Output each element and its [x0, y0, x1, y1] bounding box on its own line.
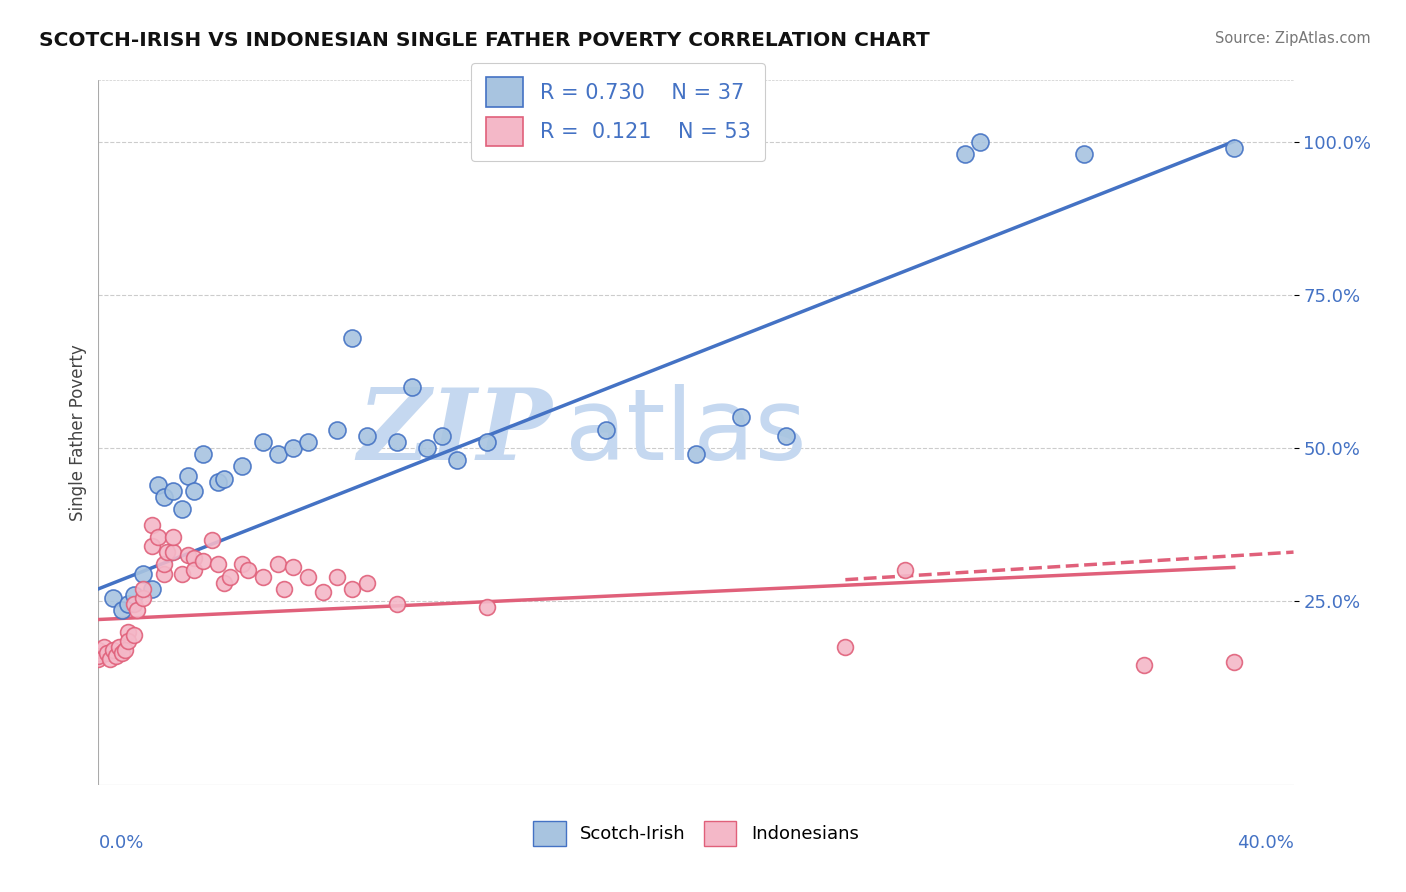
Point — [273, 582, 295, 596]
Y-axis label: Single Father Poverty: Single Father Poverty — [69, 344, 87, 521]
Point — [172, 566, 194, 581]
Point — [87, 646, 110, 660]
Point — [834, 640, 856, 654]
Point — [326, 569, 349, 583]
Point — [297, 569, 319, 583]
Point — [207, 475, 229, 489]
Point — [177, 548, 200, 562]
Point — [148, 530, 170, 544]
Point — [385, 597, 409, 611]
Point — [475, 434, 498, 449]
Point — [124, 628, 146, 642]
Point — [183, 483, 205, 498]
Text: 40.0%: 40.0% — [1237, 834, 1294, 852]
Point — [162, 530, 184, 544]
Point — [685, 447, 707, 461]
Point — [311, 585, 333, 599]
Point — [153, 566, 176, 581]
Point — [153, 490, 176, 504]
Point — [191, 447, 214, 461]
Point — [103, 643, 125, 657]
Point — [1073, 146, 1095, 161]
Text: 0.0%: 0.0% — [98, 834, 143, 852]
Point — [212, 575, 235, 590]
Point — [111, 603, 134, 617]
Point — [172, 502, 194, 516]
Point — [108, 640, 131, 654]
Point — [87, 649, 110, 664]
Point — [281, 441, 304, 455]
Point — [117, 634, 139, 648]
Text: Source: ZipAtlas.com: Source: ZipAtlas.com — [1215, 31, 1371, 46]
Point — [114, 643, 136, 657]
Point — [183, 564, 205, 578]
Point — [236, 564, 259, 578]
Point — [953, 146, 976, 161]
Point — [730, 410, 752, 425]
Point — [430, 428, 453, 442]
Point — [219, 569, 242, 583]
Point — [775, 428, 797, 442]
Point — [267, 558, 290, 572]
Point — [207, 558, 229, 572]
Legend: R = 0.730    N = 37, R =  0.121    N = 53: R = 0.730 N = 37, R = 0.121 N = 53 — [471, 62, 765, 161]
Point — [162, 545, 184, 559]
Point — [1223, 656, 1246, 670]
Point — [87, 652, 110, 666]
Point — [595, 423, 617, 437]
Point — [132, 566, 155, 581]
Point — [93, 640, 115, 654]
Point — [153, 558, 176, 572]
Point — [117, 624, 139, 639]
Point — [1223, 141, 1246, 155]
Point — [132, 582, 155, 596]
Point — [98, 652, 122, 666]
Point — [475, 600, 498, 615]
Point — [297, 434, 319, 449]
Text: SCOTCH-IRISH VS INDONESIAN SINGLE FATHER POVERTY CORRELATION CHART: SCOTCH-IRISH VS INDONESIAN SINGLE FATHER… — [39, 31, 931, 50]
Point — [416, 441, 439, 455]
Point — [252, 569, 274, 583]
Point — [326, 423, 349, 437]
Point — [191, 554, 214, 568]
Point — [141, 517, 163, 532]
Point — [127, 603, 149, 617]
Point — [342, 582, 364, 596]
Point — [96, 646, 118, 660]
Point — [252, 434, 274, 449]
Point — [342, 331, 364, 345]
Point — [281, 560, 304, 574]
Point — [183, 551, 205, 566]
Point — [148, 477, 170, 491]
Point — [894, 564, 917, 578]
Point — [132, 591, 155, 605]
Point — [156, 545, 179, 559]
Point — [141, 582, 163, 596]
Point — [356, 575, 378, 590]
Text: atlas: atlas — [565, 384, 806, 481]
Point — [117, 597, 139, 611]
Point — [231, 558, 253, 572]
Point — [267, 447, 290, 461]
Point — [141, 539, 163, 553]
Point — [177, 468, 200, 483]
Point — [162, 483, 184, 498]
Point — [124, 588, 146, 602]
Point — [201, 533, 224, 547]
Point — [356, 428, 378, 442]
Point — [385, 434, 409, 449]
Point — [231, 459, 253, 474]
Point — [111, 646, 134, 660]
Point — [401, 379, 423, 393]
Point — [124, 597, 146, 611]
Point — [969, 135, 991, 149]
Point — [103, 591, 125, 605]
Text: ZIP: ZIP — [357, 384, 553, 481]
Point — [105, 649, 128, 664]
Point — [446, 453, 468, 467]
Point — [1133, 658, 1156, 673]
Point — [87, 643, 110, 657]
Point — [212, 472, 235, 486]
